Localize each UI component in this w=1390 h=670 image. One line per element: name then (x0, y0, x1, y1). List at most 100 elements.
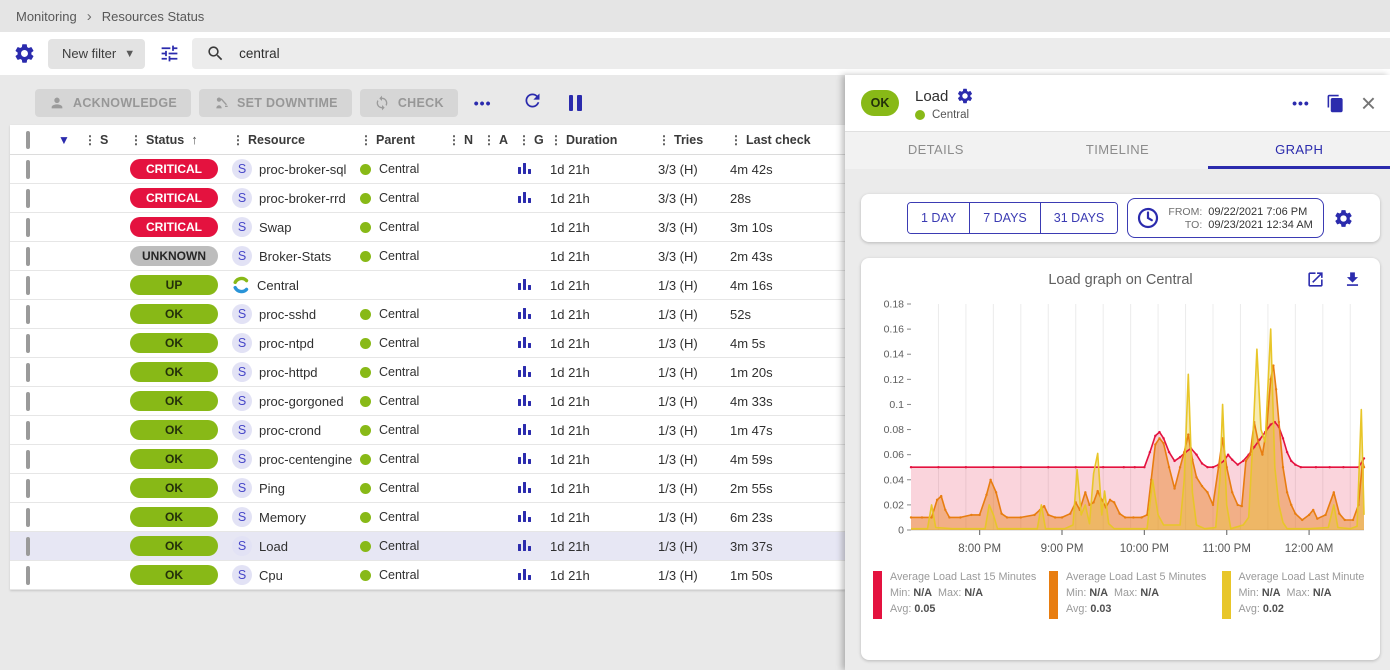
close-panel-icon[interactable]: × (1360, 88, 1376, 118)
graph-preview-icon[interactable] (518, 539, 531, 551)
filter-settings-gear-icon[interactable] (13, 42, 36, 65)
table-row[interactable]: OK S Load Central 1d 21h 1/3 (H) 3m 37s (10, 532, 845, 561)
search-input[interactable] (239, 46, 840, 61)
row-checkbox[interactable] (26, 159, 30, 179)
select-all-checkbox[interactable] (26, 130, 30, 149)
refresh-icon[interactable] (522, 90, 543, 116)
custom-time-range[interactable]: FROM: 09/22/2021 7:06 PM TO: 09/23/2021 … (1127, 198, 1324, 238)
drag-handle-icon[interactable]: ⋮ (730, 132, 742, 147)
column-header-parent[interactable]: ⋮ Parent (360, 132, 415, 147)
graph-preview-icon[interactable] (518, 510, 531, 522)
tab-timeline[interactable]: TIMELINE (1085, 141, 1150, 157)
table-row[interactable]: OK S Ping Central 1d 21h 1/3 (H) 2m 55s (10, 474, 845, 503)
graph-preview-icon[interactable] (518, 568, 531, 580)
row-checkbox[interactable] (26, 507, 30, 527)
row-checkbox[interactable] (26, 217, 30, 237)
row-checkbox[interactable] (26, 449, 30, 469)
check-button[interactable]: CHECK (359, 89, 458, 117)
new-filter-dropdown[interactable]: New filter ▼ (48, 38, 146, 69)
graph-preview-icon[interactable] (518, 162, 531, 174)
table-row[interactable]: UNKNOWN S Broker-Stats Central 1d 21h 3/3 (H)… (10, 242, 845, 271)
drag-handle-icon[interactable]: ⋮ (658, 132, 670, 147)
graph-preview-icon[interactable] (518, 394, 531, 406)
drag-handle-icon[interactable]: ⋮ (84, 132, 96, 147)
row-checkbox[interactable] (26, 391, 30, 411)
more-actions-button[interactable]: ••• (473, 95, 492, 111)
download-graph-icon[interactable] (1343, 270, 1362, 289)
column-header-last-check[interactable]: ⋮ Last check (730, 132, 811, 147)
pause-autorefresh-icon[interactable] (568, 95, 582, 111)
tab-details[interactable]: DETAILS (907, 141, 964, 157)
column-header-tries[interactable]: ⋮ Tries (658, 132, 704, 147)
copy-link-icon[interactable] (1326, 94, 1345, 113)
drag-handle-icon[interactable]: ⋮ (483, 132, 495, 147)
graph-preview-icon[interactable] (518, 336, 531, 348)
table-row[interactable]: OK S Cpu Central 1d 21h 1/3 (H) 1m 50s (10, 561, 845, 590)
row-checkbox[interactable] (26, 304, 30, 324)
row-checkbox[interactable] (26, 333, 30, 353)
drag-handle-icon[interactable]: ⋮ (550, 132, 562, 147)
tab-graph[interactable]: GRAPH (1208, 132, 1390, 169)
drag-handle-icon[interactable]: ⋮ (518, 132, 530, 147)
set-downtime-button[interactable]: SET DOWNTIME (199, 89, 352, 117)
panel-more-button[interactable]: ••• (1292, 95, 1310, 111)
preset-1-day[interactable]: 1 DAY (908, 203, 971, 233)
service-badge-icon: S (232, 304, 252, 324)
column-header-n[interactable]: ⋮ N (448, 132, 474, 147)
row-checkbox[interactable] (26, 275, 30, 295)
acknowledge-button[interactable]: ACKNOWLEDGE (35, 89, 191, 117)
legend-item[interactable]: Average Load Last 15 Minutes Min: N/A Max… (873, 569, 1036, 619)
parent-name: Central (379, 510, 420, 524)
tune-filter-icon[interactable] (159, 43, 180, 64)
drag-handle-icon[interactable]: ⋮ (130, 132, 142, 147)
table-row[interactable]: UP Central 1d 21h 1/3 (H) 4m 16s (10, 271, 845, 300)
graph-preview-icon[interactable] (518, 423, 531, 435)
parent-name: Central (379, 249, 420, 263)
column-header-a[interactable]: ⋮ A (483, 132, 509, 147)
graph-preview-icon[interactable] (518, 481, 531, 493)
drag-handle-icon[interactable]: ⋮ (360, 132, 372, 147)
select-menu-caret-icon[interactable]: ▼ (58, 132, 70, 147)
table-row[interactable]: CRITICAL S Swap Central 1d 21h 3/3 (H) 3m 10s (10, 213, 845, 242)
sort-asc-icon[interactable]: ↑ (191, 132, 198, 147)
graph-preview-icon[interactable] (518, 278, 531, 290)
column-header-duration[interactable]: ⋮ Duration (550, 132, 618, 147)
column-header-g[interactable]: ⋮ G (518, 132, 544, 147)
drag-handle-icon[interactable]: ⋮ (232, 132, 244, 147)
column-header-resource[interactable]: ⋮ Resource (232, 132, 305, 147)
row-checkbox[interactable] (26, 420, 30, 440)
row-checkbox[interactable] (26, 188, 30, 208)
row-checkbox[interactable] (26, 362, 30, 382)
legend-swatch (1221, 571, 1231, 619)
preset-7-days[interactable]: 7 DAYS (970, 203, 1041, 233)
row-checkbox[interactable] (26, 246, 30, 266)
preset-31-days[interactable]: 31 DAYS (1040, 203, 1118, 233)
breadcrumb-resources-status[interactable]: Resources Status (101, 8, 205, 24)
drag-handle-icon[interactable]: ⋮ (448, 132, 460, 147)
load-graph-chart[interactable]: 0 0.02 0.04 0.06 0.08 0.1 0.12 0.14 0.16 0.18 8:00… (861, 288, 1380, 560)
legend-item[interactable]: Average Load Last Minute Min: N/A Max: N/… (1221, 569, 1381, 619)
breadcrumb-monitoring[interactable]: Monitoring (16, 8, 77, 24)
column-header-s[interactable]: ⋮ S (84, 132, 109, 147)
row-checkbox[interactable] (26, 536, 30, 556)
graph-preview-icon[interactable] (518, 365, 531, 377)
graph-settings-gear-icon[interactable] (1333, 208, 1354, 229)
table-row[interactable]: OK S Memory Central 1d 21h 1/3 (H) 6m 23s (10, 503, 845, 532)
legend-item[interactable]: Average Load Last 5 Minutes Min: N/A Max:… (1049, 569, 1208, 619)
resource-settings-gear-icon[interactable] (956, 87, 974, 105)
row-checkbox[interactable] (26, 478, 30, 498)
column-header-status[interactable]: ⋮ Status ↑ (130, 132, 198, 147)
graph-preview-icon[interactable] (518, 307, 531, 319)
graph-preview-icon[interactable] (518, 191, 531, 203)
row-checkbox[interactable] (26, 565, 30, 585)
open-in-new-icon[interactable] (1306, 270, 1325, 289)
graph-preview-icon[interactable] (518, 452, 531, 464)
